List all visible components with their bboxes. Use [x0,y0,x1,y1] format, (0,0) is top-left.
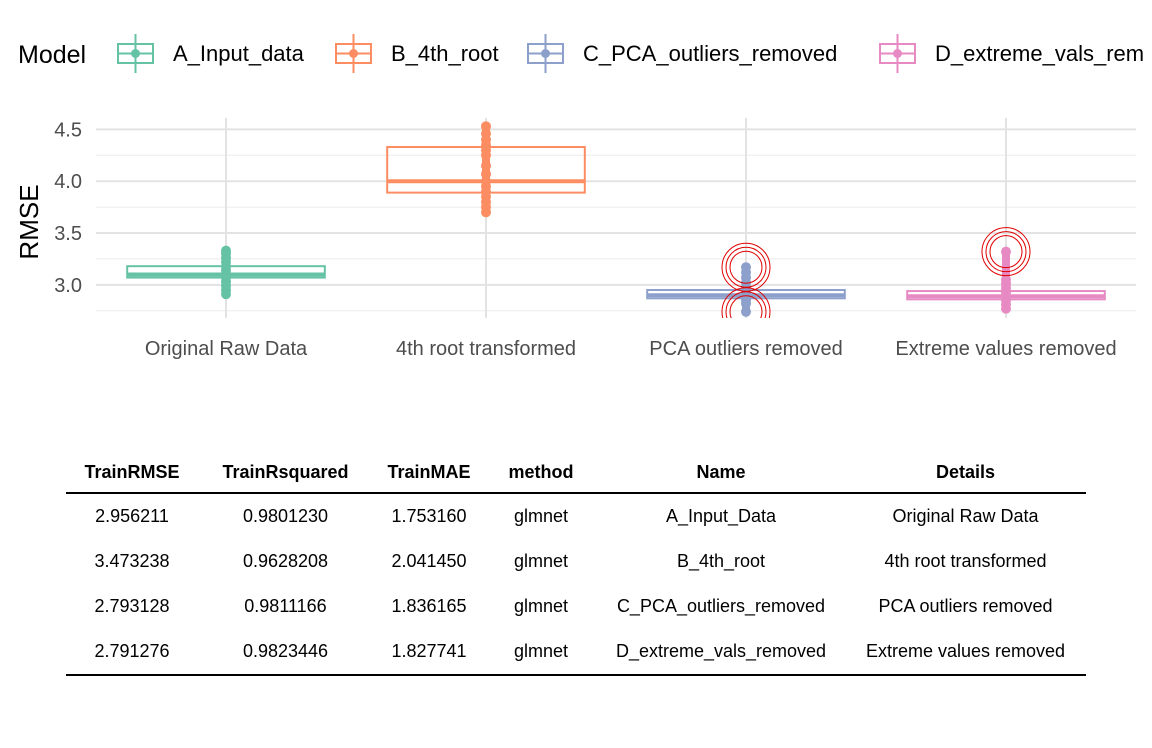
data-point [741,262,751,273]
legend-key-point [349,49,358,58]
plot-area: 3.0 3.5 4.0 4.5 Original Raw Data 4th root tr… [54,118,1136,360]
series-group [386,121,586,218]
table-cell: 0.9801230 [242,506,329,526]
legend-key [527,34,564,73]
table-cell: 0.9628208 [242,551,329,571]
table-row: 2.793128 0.9811166 1.836165 glmnet C_PCA_out… [66,584,1086,629]
table-cell: 1.836165 [391,596,467,616]
legend-label: A_Input_data [173,41,305,66]
table-cell: Extreme values removed [845,629,1086,676]
table-cell: 2.793128 [94,596,170,616]
table-header-row: TrainRMSE TrainRsquared TrainMAE method … [66,452,1086,494]
y-tick-label: 4.5 [54,119,82,141]
table-cell: PCA outliers removed [878,596,1053,616]
legend-key [879,34,916,73]
column-header: method [485,452,597,494]
table-row: 2.791276 0.9823446 1.827741 glmnet D_extreme… [66,629,1086,676]
outlier-ring [981,227,1031,277]
outlier-ring [725,291,767,318]
table-cell: 1.827741 [373,629,485,676]
outlier-ring [729,295,763,318]
y-tick-label: 4.0 [54,171,82,193]
data-point [741,306,751,317]
data-point [1001,246,1011,257]
y-axis-title: RMSE [14,184,44,259]
data-point [1001,274,1011,285]
legend-label: C_PCA_outliers_removed [583,41,837,66]
outlier-ring [725,246,767,288]
data-point [481,168,491,179]
table-cell: D_extreme_vals_removed [597,629,845,676]
outlier-ring [985,231,1027,273]
legend-key [335,34,372,73]
table-cell: 0.9823446 [198,629,373,676]
rmse-boxplot-chart: Model A_Input_data B_4th_root C_PCA_outlie… [14,34,1144,360]
legend-key-point [541,49,550,58]
legend-key-point [131,49,140,58]
table-cell: B_4th_root [676,551,766,571]
series-group [126,245,326,300]
legend-label: D_extreme_vals_rem [935,41,1144,66]
outlier-ring [721,287,771,318]
column-header: Details [845,452,1086,494]
legend-key-point [893,49,902,58]
outlier-ring [721,242,771,292]
data-point [481,121,491,132]
table-cell: 4th root transformed [884,551,1047,571]
table-cell: glmnet [513,551,569,571]
legend-key [117,34,154,73]
y-tick-label: 3.5 [54,223,82,245]
table-cell: glmnet [485,629,597,676]
x-tick-label: Original Raw Data [145,338,308,360]
table-cell: 1.753160 [391,506,467,526]
x-tick-label: PCA outliers removed [649,338,842,360]
data-point [481,176,491,187]
series-group [646,242,846,318]
x-tick-label: Extreme values removed [895,338,1116,360]
column-header: TrainMAE [373,452,485,494]
table-cell: glmnet [513,506,569,526]
outlier-ring [729,250,763,284]
table-row: 2.956211 0.9801230 1.753160 glmnet A_Input_D… [66,493,1086,539]
series-group [906,227,1106,314]
table-row: 3.473238 0.9628208 2.041450 glmnet B_4th_roo… [66,539,1086,584]
table-cell: 0.9811166 [244,596,327,616]
legend-label: B_4th_root [391,41,499,66]
table-cell: 3.473238 [94,551,170,571]
results-table: TrainRMSE TrainRsquared TrainMAE method … [66,452,1086,676]
table-cell: A_Input_Data [665,506,777,526]
column-header: Name [597,452,845,494]
legend-title: Model [18,41,86,69]
table-cell: glmnet [513,596,569,616]
y-tick-label: 3.0 [54,275,82,297]
table-cell: Original Raw Data [892,506,1039,526]
outlier-ring [989,235,1023,269]
table-cell: 2.791276 [66,629,198,676]
table-cell: C_PCA_outliers_removed [616,596,826,616]
table-cell: 2.956211 [95,506,169,526]
data-point [481,128,491,139]
column-header: TrainRsquared [198,452,373,494]
x-tick-label: 4th root transformed [396,338,576,360]
legend: Model A_Input_data B_4th_root C_PCA_outlie… [18,34,1144,73]
table-cell: 2.041450 [391,551,467,571]
data-point [221,245,231,256]
column-header: TrainRMSE [66,452,198,494]
data-point [481,160,491,171]
